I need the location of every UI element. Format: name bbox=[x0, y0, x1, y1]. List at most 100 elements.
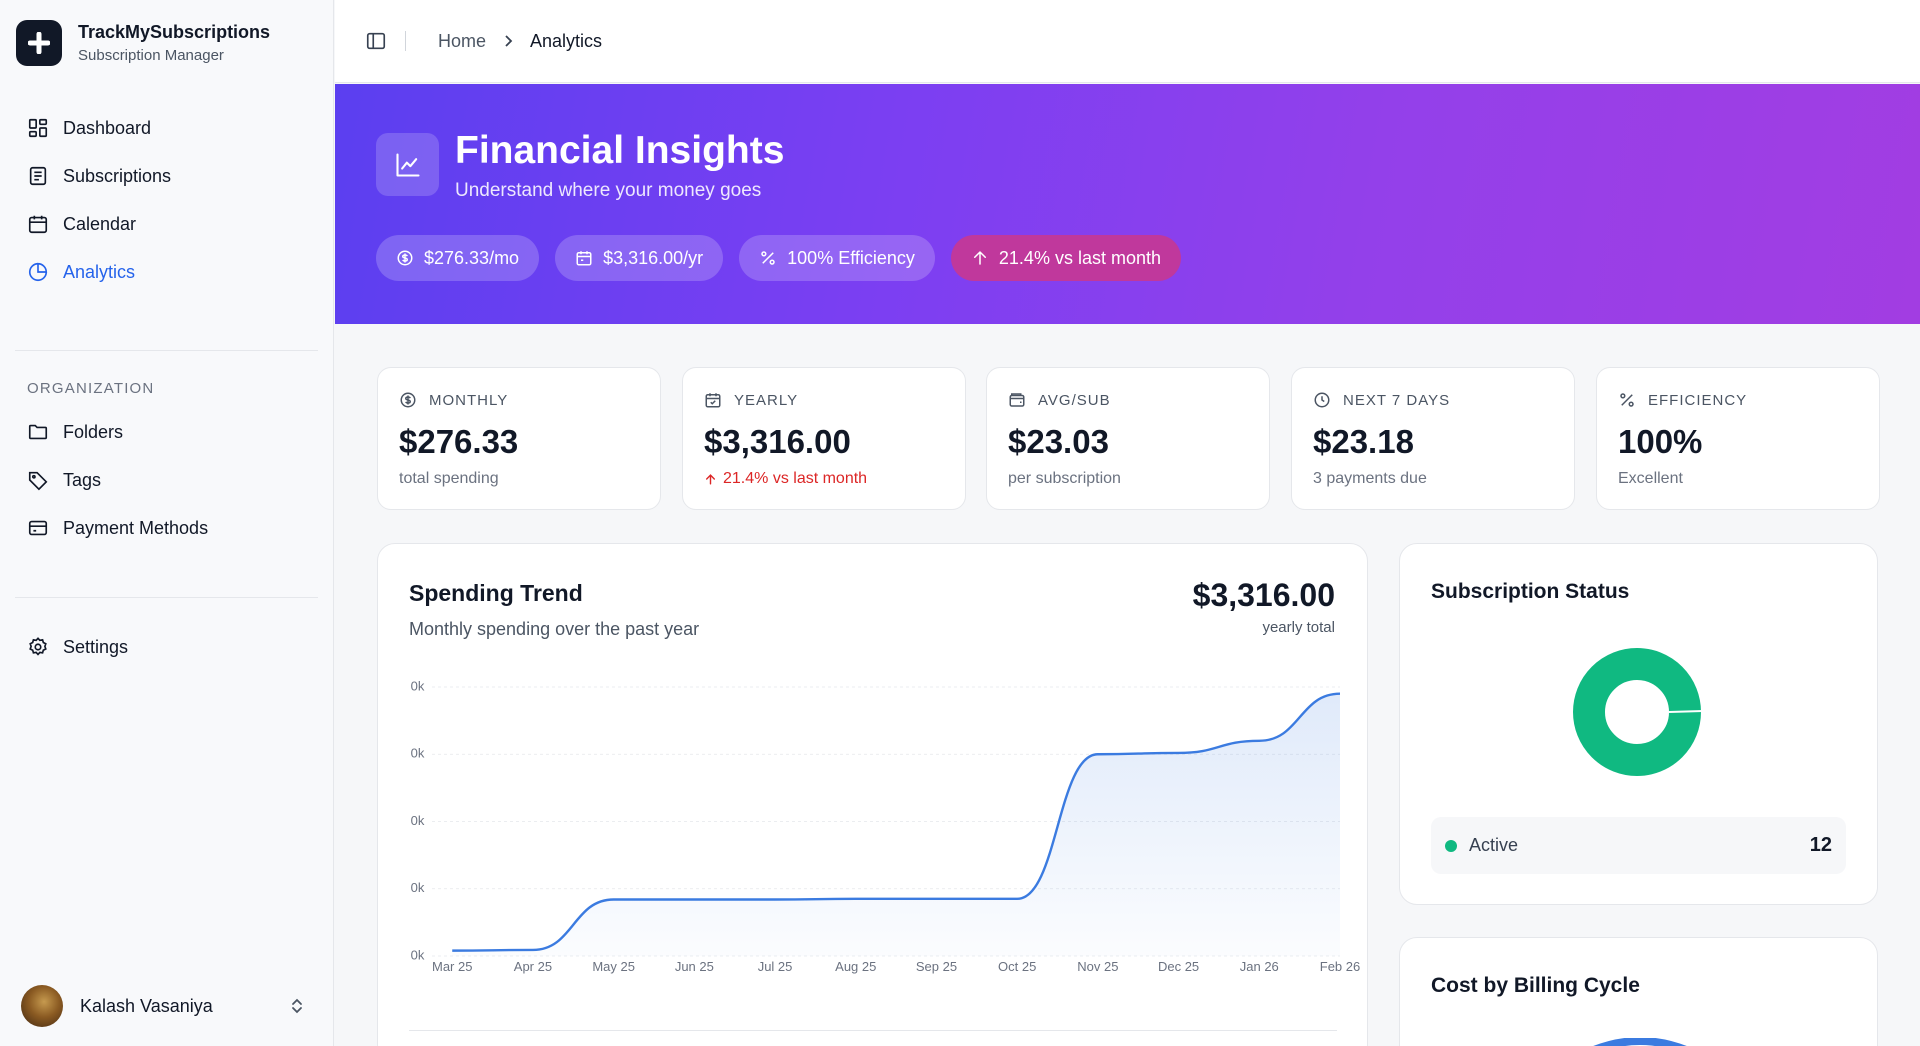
billing-title: Cost by Billing Cycle bbox=[1431, 974, 1640, 997]
series-line bbox=[452, 694, 1340, 951]
stat-caption: Excellent bbox=[1618, 470, 1683, 487]
spending-trend-chart[interactable]: 0k 0k 0k 0k 0k Mar 25 Apr 25 May 25 Jun 25 Jul 25… bbox=[378, 544, 1367, 1030]
x-tick-label: Jan 26 bbox=[1240, 959, 1279, 974]
stat-card-yearly: YEARLY $3,316.00 21.4% vs last month bbox=[682, 367, 966, 510]
data-point[interactable] bbox=[1013, 895, 1021, 902]
sidebar-item-payment-methods[interactable]: Payment Methods bbox=[15, 504, 318, 552]
sidebar-item-analytics[interactable]: Analytics bbox=[15, 248, 318, 296]
sidebar-item-folders[interactable]: Folders bbox=[15, 408, 318, 456]
y-tick-label: 0k bbox=[411, 746, 425, 761]
y-tick-label: 0k bbox=[411, 813, 425, 828]
brand-name: TrackMySubscriptions bbox=[78, 22, 271, 42]
stat-caption: per subscription bbox=[1008, 470, 1121, 487]
clock-icon bbox=[1314, 392, 1330, 408]
sidebar-item-label: Dashboard bbox=[63, 117, 152, 138]
list-icon bbox=[29, 166, 47, 186]
status-legend-item[interactable]: Active 12 bbox=[1431, 817, 1846, 874]
x-tick-label: Sep 25 bbox=[916, 959, 957, 974]
sidebar-item-calendar[interactable]: Calendar bbox=[15, 200, 318, 248]
chart-title: Spending Trend bbox=[409, 580, 583, 606]
stat-card-avg-sub: AVG/SUB $23.03 per subscription bbox=[986, 367, 1270, 510]
settings-nav: Settings bbox=[15, 623, 318, 671]
pill-trend: 21.4% vs last month bbox=[950, 235, 1181, 281]
legend-dot bbox=[1445, 839, 1457, 852]
percent-icon bbox=[1620, 393, 1634, 407]
stat-caption: 3 payments due bbox=[1313, 470, 1427, 487]
sidebar-item-tags[interactable]: Tags bbox=[15, 456, 318, 504]
sidebar-item-settings[interactable]: Settings bbox=[15, 623, 318, 671]
sidebar-item-label: Analytics bbox=[63, 261, 136, 282]
billing-donut-chart[interactable] bbox=[1590, 1038, 1690, 1046]
pill-label: $276.33/mo bbox=[424, 247, 520, 268]
sidebar-item-subscriptions[interactable]: Subscriptions bbox=[15, 152, 318, 200]
stat-trend: 21.4% vs last month bbox=[704, 470, 867, 488]
dashboard-icon bbox=[28, 118, 48, 138]
arrow-up-icon bbox=[706, 473, 715, 485]
pill-monthly: $276.33/mo bbox=[376, 235, 540, 281]
y-tick-label: 0k bbox=[411, 880, 425, 895]
x-tick-label: Jul 25 bbox=[758, 959, 793, 974]
tag-icon bbox=[28, 471, 48, 491]
x-tick-label: Mar 25 bbox=[432, 959, 472, 974]
data-point[interactable] bbox=[1336, 690, 1344, 697]
stat-value: $3,316.00 bbox=[704, 423, 851, 460]
stat-label: YEARLY bbox=[734, 391, 799, 409]
y-tick-label: 0k bbox=[411, 679, 425, 694]
sidebar-toggle-button[interactable] bbox=[363, 28, 389, 54]
dollar-circle-icon bbox=[400, 392, 416, 408]
stat-label: NEXT 7 DAYS bbox=[1343, 391, 1451, 409]
sidebar-item-dashboard[interactable]: Dashboard bbox=[15, 104, 318, 152]
percent-icon bbox=[761, 251, 775, 265]
status-donut-chart[interactable] bbox=[1571, 646, 1703, 778]
stat-value: 100% bbox=[1618, 423, 1703, 460]
area-fill bbox=[452, 693, 1340, 956]
calendar-check-icon bbox=[705, 393, 721, 408]
sidebar-item-label: Payment Methods bbox=[63, 517, 209, 538]
chart-subtitle: Monthly spending over the past year bbox=[409, 619, 700, 639]
legend-label: Active bbox=[1469, 835, 1519, 855]
sidebar-toggle-icon bbox=[366, 32, 386, 50]
status-title: Subscription Status bbox=[1431, 580, 1630, 603]
x-tick-label: Aug 25 bbox=[835, 959, 876, 974]
page-subtitle: Understand where your money goes bbox=[455, 180, 762, 201]
x-tick-label: Dec 25 bbox=[1158, 959, 1199, 974]
topbar: Home Analytics bbox=[335, 0, 1920, 83]
data-point[interactable] bbox=[933, 895, 941, 902]
user-name: Kalash Vasaniya bbox=[80, 995, 213, 1016]
stat-caption: 21.4% vs last month bbox=[723, 470, 868, 487]
sidebar-item-label: Calendar bbox=[63, 213, 137, 234]
user-menu[interactable]: Kalash Vasaniya bbox=[15, 980, 318, 1032]
data-point[interactable] bbox=[1256, 737, 1264, 744]
x-tick-label: Oct 25 bbox=[998, 959, 1036, 974]
folder-icon bbox=[28, 424, 48, 440]
data-point[interactable] bbox=[771, 896, 779, 903]
pill-label: $3,316.00/yr bbox=[603, 247, 704, 268]
data-point[interactable] bbox=[1175, 749, 1183, 756]
data-point[interactable] bbox=[1094, 751, 1102, 758]
data-point[interactable] bbox=[448, 947, 456, 954]
breadcrumb-home[interactable]: Home bbox=[438, 30, 487, 51]
x-tick-label: Jun 25 bbox=[675, 959, 714, 974]
spending-trend-card: Spending Trend Monthly spending over the… bbox=[377, 543, 1368, 1046]
page-title: Financial Insights bbox=[455, 129, 785, 172]
stat-value: $23.03 bbox=[1008, 423, 1109, 460]
donut-slice-gap bbox=[1668, 710, 1703, 713]
data-point[interactable] bbox=[529, 946, 537, 953]
pill-label: 21.4% vs last month bbox=[998, 247, 1161, 268]
brand[interactable]: TrackMySubscriptions Subscription Manage… bbox=[16, 20, 270, 66]
sidebar-item-label: Subscriptions bbox=[63, 165, 172, 186]
data-point[interactable] bbox=[691, 896, 699, 903]
pill-yearly: $3,316.00/yr bbox=[555, 235, 724, 281]
x-tick-label: Feb 26 bbox=[1320, 959, 1360, 974]
stat-label: AVG/SUB bbox=[1038, 391, 1111, 409]
stat-card-efficiency: EFFICIENCY 100% Excellent bbox=[1596, 367, 1880, 510]
organization-nav: Folders Tags Payment Methods bbox=[15, 408, 318, 552]
arrow-up-icon bbox=[973, 250, 986, 265]
billing-cycle-card: Cost by Billing Cycle bbox=[1399, 937, 1878, 1046]
pie-chart-icon bbox=[28, 262, 48, 282]
gear-icon bbox=[29, 637, 47, 656]
wallet-icon bbox=[1009, 393, 1025, 407]
data-point[interactable] bbox=[852, 895, 860, 902]
sidebar-item-label: Folders bbox=[63, 421, 124, 442]
data-point[interactable] bbox=[610, 896, 618, 903]
